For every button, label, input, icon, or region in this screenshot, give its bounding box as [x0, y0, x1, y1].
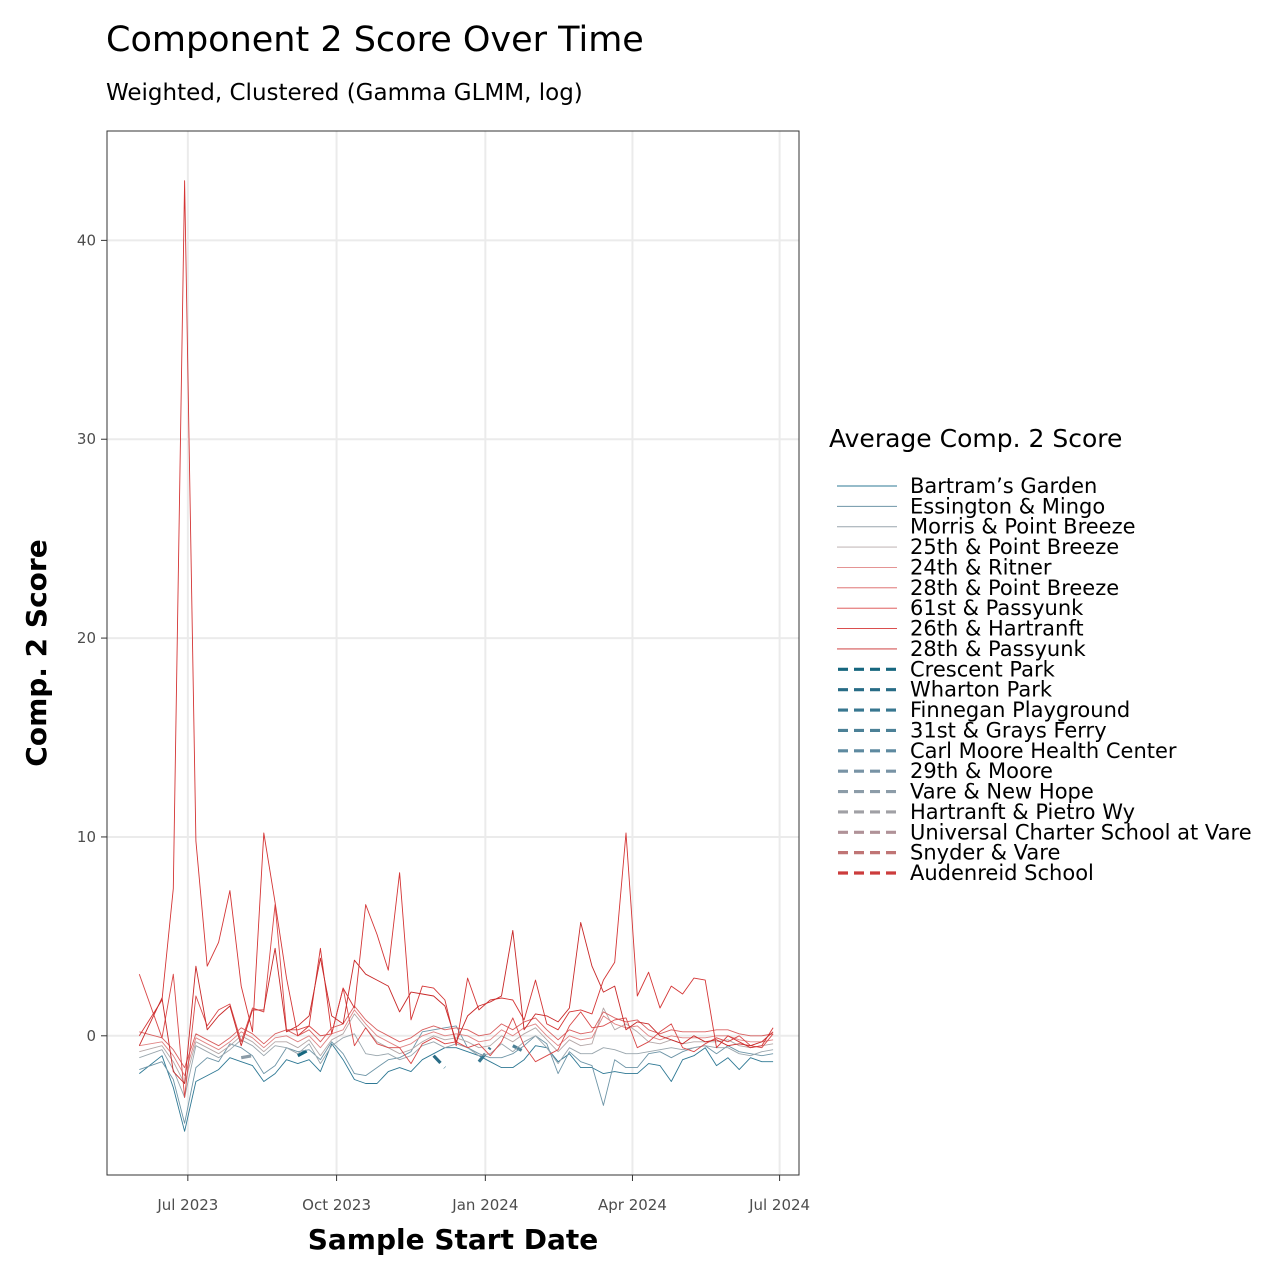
legend-label: Essington & Mingo	[910, 494, 1105, 518]
legend-label: Bartram’s Garden	[910, 474, 1097, 498]
y-tick-label: 20	[77, 629, 96, 647]
series-line-25th-point-breeze	[139, 1007, 774, 1084]
y-tick-label: 30	[77, 430, 96, 448]
legend-label: Finnegan Playground	[910, 698, 1130, 722]
x-tick-label: Apr 2024	[598, 1196, 667, 1214]
legend-item-25th-point-breeze: 25th & Point Breeze	[837, 535, 1119, 559]
legend-label: Crescent Park	[910, 657, 1056, 681]
series-line-28th-passyunk	[138, 922, 774, 1084]
legend-label: Wharton Park	[910, 678, 1053, 702]
y-tick-label: 0	[86, 1027, 96, 1045]
plot-border	[106, 130, 800, 1176]
legend-label: Audenreid School	[910, 861, 1094, 885]
legend-item-29th-moore: 29th & Moore	[838, 759, 1053, 783]
axis-ticks: 0 10 20 30 40 Jul 2023 Oct 2023 Jan 2024 Apr 202…	[77, 231, 810, 1214]
legend-item-snyder-vare: Snyder & Vare	[838, 841, 1060, 865]
y-tick-label: 40	[77, 231, 96, 249]
legend-item-crescent-park: Crescent Park	[838, 657, 1056, 681]
legend-title: Average Comp. 2 Score	[829, 424, 1122, 453]
series-line-morris-point-breeze	[139, 1033, 774, 1098]
legend-item-61st-passyunk: 61st & Passyunk	[837, 596, 1084, 620]
legend-item-carl-moore-health-center: Carl Moore Health Center	[838, 739, 1177, 763]
legend-label: 28th & Point Breeze	[910, 576, 1119, 600]
legend-item-hartranft-pietro-wy: Hartranft & Pietro Wy	[838, 800, 1135, 824]
x-tick-label: Jul 2024	[748, 1196, 810, 1214]
legend-label: 61st & Passyunk	[910, 596, 1084, 620]
legend-item-morris-point-breeze: Morris & Point Breeze	[837, 515, 1136, 539]
legend-item-26th-hartranft: 26th & Hartranft	[837, 617, 1084, 641]
legend-label: 29th & Moore	[910, 759, 1053, 783]
legend-item-bartram-s-garden: Bartram’s Garden	[837, 474, 1097, 498]
plot-panel	[107, 131, 799, 1175]
legend-item-essington-mingo: Essington & Mingo	[837, 494, 1105, 518]
legend-label: Universal Charter School at Vare	[910, 820, 1252, 844]
legend-item-universal-charter-school-at-vare: Universal Charter School at Vare	[838, 820, 1252, 844]
legend-label: Hartranft & Pietro Wy	[910, 800, 1135, 824]
grid-lines	[107, 131, 799, 1175]
legend-label: 26th & Hartranft	[910, 617, 1084, 641]
legend-label: 31st & Grays Ferry	[910, 718, 1107, 742]
legend-item-28th-point-breeze: 28th & Point Breeze	[837, 576, 1119, 600]
series-line-31st-grays-ferry	[512, 1044, 525, 1054]
y-tick-label: 10	[77, 828, 96, 846]
legend-label: Snyder & Vare	[910, 841, 1060, 865]
legend-label: 25th & Point Breeze	[910, 535, 1119, 559]
legend-item-28th-passyunk: 28th & Passyunk	[837, 637, 1087, 661]
legend-item-31st-grays-ferry: 31st & Grays Ferry	[838, 718, 1107, 742]
legend-item-finnegan-playground: Finnegan Playground	[838, 698, 1130, 722]
series-line-61st-passyunk	[138, 904, 774, 1098]
legend-label: 28th & Passyunk	[910, 637, 1087, 661]
legend-item-audenreid-school: Audenreid School	[838, 861, 1094, 885]
x-tick-label: Jul 2023	[156, 1196, 218, 1214]
legend-label: Morris & Point Breeze	[910, 515, 1136, 539]
x-tick-label: Oct 2023	[302, 1196, 371, 1214]
series-line-vare-new-hope	[240, 1054, 253, 1060]
chart-title: Component 2 Score Over Time	[106, 20, 644, 60]
legend-label: Carl Moore Health Center	[910, 739, 1177, 763]
legend-label: 24th & Ritner	[910, 555, 1052, 579]
series-line-26th-hartranft	[138, 180, 774, 1049]
x-tick-label: Jan 2024	[451, 1196, 518, 1214]
series-line-bartram-s-garden	[139, 1043, 774, 1132]
chart-subtitle: Weighted, Clustered (Gamma GLMM, log)	[106, 80, 583, 106]
series-layer	[138, 180, 774, 1132]
series-line-wharton-park	[432, 1054, 447, 1069]
y-axis-title: Comp. 2 Score	[20, 539, 53, 766]
legend-label: Vare & New Hope	[910, 780, 1094, 804]
series-line-24th-ritner	[139, 1009, 774, 1077]
series-line-essington-mingo	[139, 1025, 774, 1124]
legend-item-24th-ritner: 24th & Ritner	[837, 555, 1052, 579]
series-line-crescent-park	[297, 1048, 310, 1058]
legend-item-vare-new-hope: Vare & New Hope	[838, 780, 1094, 804]
legend-item-wharton-park: Wharton Park	[838, 678, 1053, 702]
x-axis-title: Sample Start Date	[308, 1223, 599, 1256]
